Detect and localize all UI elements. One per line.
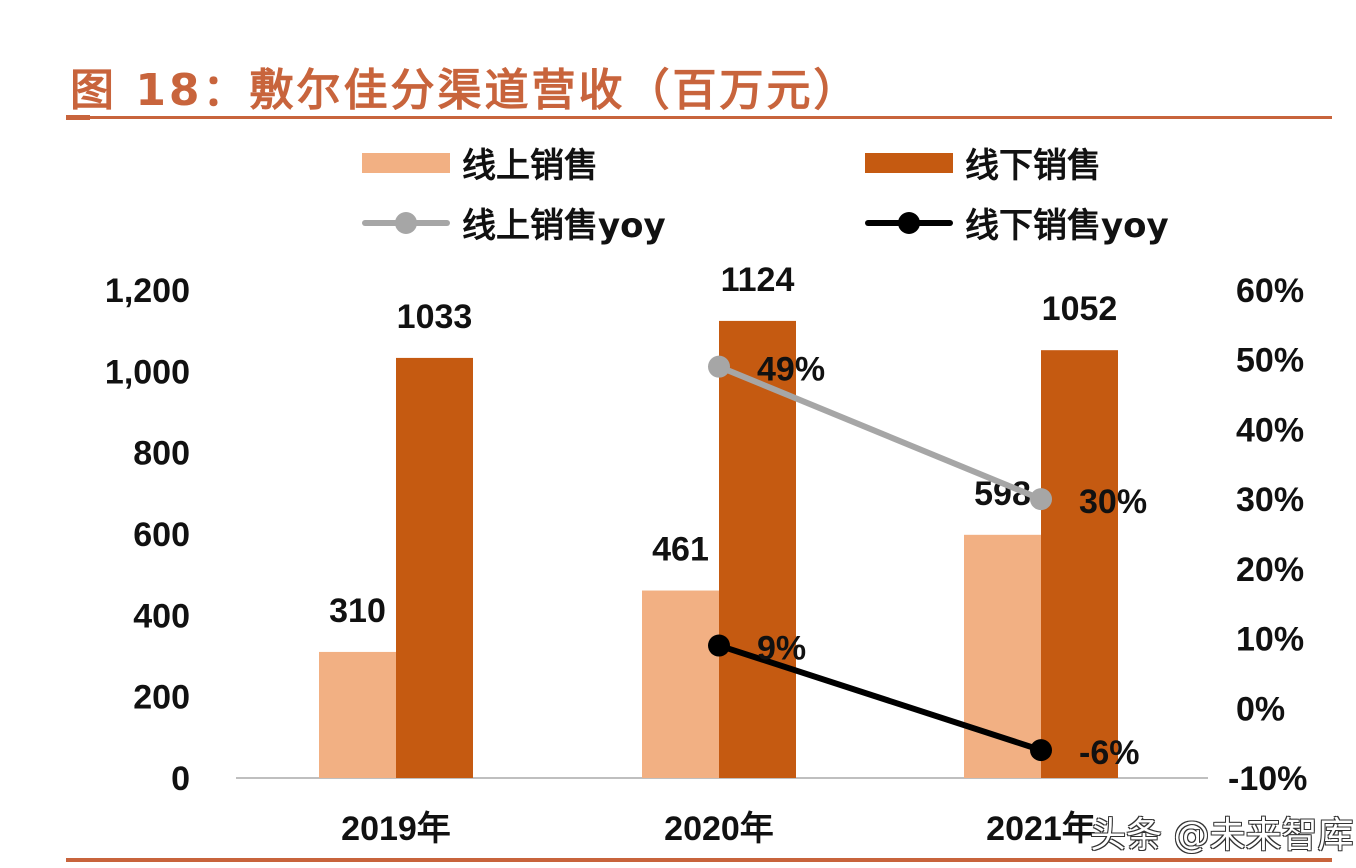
- point-online-yoy: [708, 355, 730, 378]
- x-tick-label: 2021年: [986, 810, 1096, 848]
- legend-label-online: 线上销售: [462, 146, 598, 186]
- legend-swatch-offline: [865, 152, 953, 173]
- y2-tick-label: 20%: [1236, 551, 1304, 589]
- y-tick-label: 1,200: [105, 272, 190, 310]
- y2-tick-label: 40%: [1236, 411, 1304, 449]
- y-tick-label: 800: [133, 435, 190, 473]
- x-tick-label: 2019年: [341, 810, 451, 848]
- line-data-label: -6%: [1079, 734, 1139, 772]
- legend-item-online: 线上销售: [362, 138, 598, 187]
- legend-label-offline: 线下销售: [965, 146, 1101, 186]
- line-data-label: 30%: [1079, 483, 1147, 521]
- line-online-yoy: [717, 363, 1043, 502]
- y2-tick-label: 60%: [1236, 272, 1304, 310]
- bottom-rule: [66, 858, 1332, 862]
- y-tick-label: 1,000: [105, 353, 190, 391]
- line-offline-yoy: [718, 642, 1042, 753]
- y-tick-label: 400: [133, 597, 190, 635]
- point-offline-yoy: [708, 634, 730, 657]
- legend-swatch-online: [362, 152, 450, 173]
- bar-data-label: 1052: [1042, 290, 1118, 328]
- line-data-label: 49%: [757, 351, 825, 389]
- y-tick-label: 600: [133, 516, 190, 554]
- point-online-yoy: [1030, 488, 1052, 511]
- bar-online: [319, 651, 396, 778]
- bar-online: [642, 590, 719, 778]
- bar-data-label: 310: [329, 592, 386, 630]
- bar-data-label: 461: [652, 531, 709, 569]
- legend-swatch-online-yoy: [362, 208, 450, 238]
- legend-item-offline: 线下销售: [865, 138, 1101, 187]
- x-tick-label: 2020年: [664, 810, 774, 848]
- bar-offline: [719, 320, 796, 778]
- chart-title: 图 18：敷尔佳分渠道营收（百万元）: [70, 65, 861, 116]
- bar-offline: [396, 357, 473, 778]
- legend-label-online-yoy: 线上销售yoy: [462, 206, 666, 246]
- y2-tick-label: 10%: [1236, 621, 1304, 659]
- y2-tick-label: 30%: [1236, 481, 1304, 519]
- bar-data-label: 1124: [721, 261, 795, 299]
- point-offline-yoy: [1030, 739, 1052, 762]
- y2-tick-label: -10%: [1228, 760, 1307, 798]
- line-data-label: 9%: [757, 630, 806, 668]
- bar-offline: [1041, 350, 1118, 778]
- legend-swatch-offline-yoy: [865, 208, 953, 238]
- y-tick-label: 0: [171, 760, 190, 798]
- bar-online: [964, 534, 1041, 778]
- legend-item-offline-yoy: 线下销售yoy: [865, 198, 1169, 247]
- title-rule: [66, 116, 1332, 119]
- bar-data-label: 1033: [397, 298, 473, 336]
- legend-label-offline-yoy: 线下销售yoy: [965, 206, 1169, 246]
- watermark: 头条 @未来智库: [1090, 815, 1354, 856]
- y-tick-label: 200: [133, 679, 190, 717]
- y2-tick-label: 0%: [1236, 690, 1285, 728]
- y2-tick-label: 50%: [1236, 342, 1304, 380]
- legend-item-online-yoy: 线上销售yoy: [362, 198, 666, 247]
